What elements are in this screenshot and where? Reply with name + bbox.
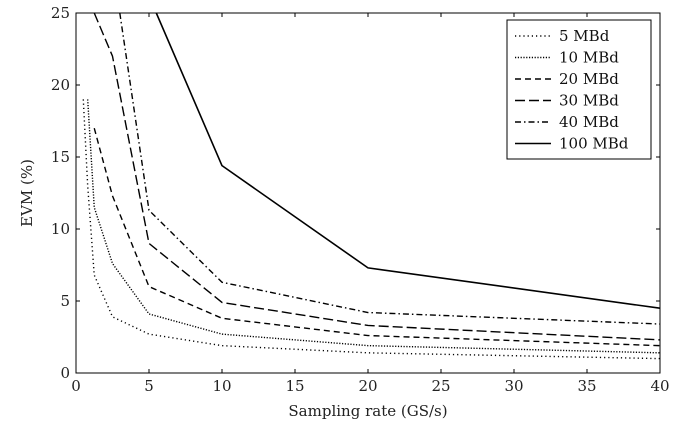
y-axis-label: EVM (%) [18, 159, 36, 227]
x-tick-label: 10 [212, 377, 231, 395]
y-tick-label: 25 [51, 4, 70, 22]
legend-box [506, 19, 652, 160]
x-tick-label: 30 [504, 377, 523, 395]
legend-label: 100 MBd [559, 135, 629, 153]
x-tick-label: 25 [431, 377, 450, 395]
series-line-5-mbd [82, 99, 660, 360]
series-line-10-mbd [86, 99, 660, 354]
x-axis-label: Sampling rate (GS/s) [288, 402, 447, 420]
legend-label: 30 MBd [559, 92, 619, 110]
series-layer [82, 13, 660, 360]
ticks-layer: 0 5 10 15 20 25 30 35 40 0 5 10 15 20 25 [51, 4, 670, 395]
y-tick-label: 10 [51, 220, 70, 238]
y-tick-label: 5 [60, 292, 70, 310]
x-tick-label: 0 [71, 377, 81, 395]
legend: 5 MBd 10 MBd 20 MBd 30 MBd 40 MBd 100 MBd [506, 19, 652, 160]
y-tick-label: 15 [51, 148, 70, 166]
series-line-30-mbd [93, 13, 660, 341]
x-tick-label: 35 [577, 377, 596, 395]
x-tick-label: 15 [285, 377, 304, 395]
series-line-20-mbd [93, 128, 660, 347]
series-line-100-mbd [155, 13, 660, 309]
legend-label: 40 MBd [559, 113, 619, 131]
x-tick-label: 20 [358, 377, 377, 395]
series-line-40-mbd [119, 13, 660, 325]
legend-label: 10 MBd [559, 49, 619, 67]
x-tick-label: 5 [144, 377, 154, 395]
y-tick-label: 0 [60, 364, 70, 382]
x-tick-label: 40 [650, 377, 669, 395]
legend-label: 20 MBd [559, 70, 619, 88]
legend-label: 5 MBd [559, 27, 610, 45]
y-tick-label: 20 [51, 76, 70, 94]
